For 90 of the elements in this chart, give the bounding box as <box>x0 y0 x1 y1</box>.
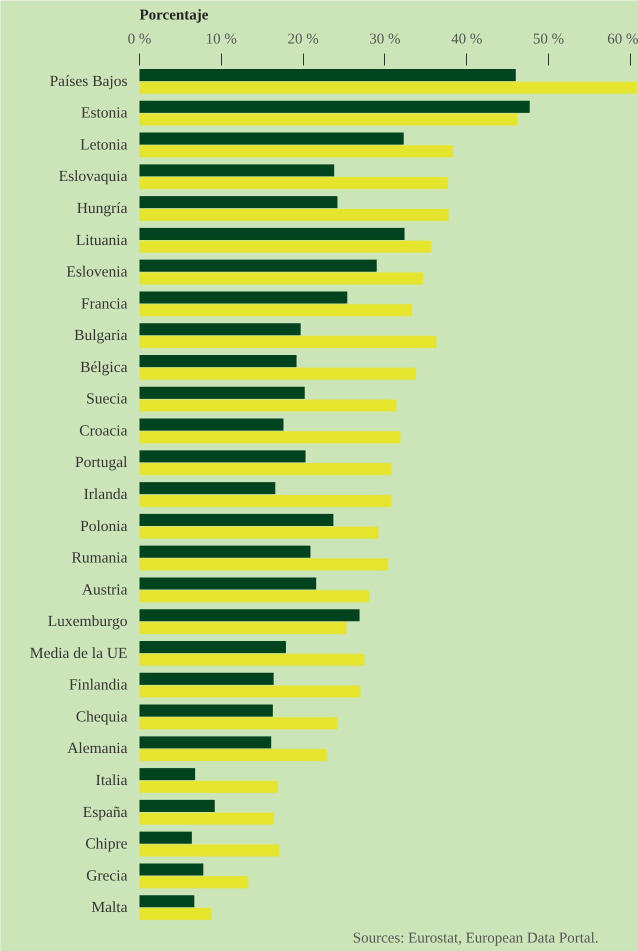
bar <box>140 208 449 221</box>
y-tick-label: Francia <box>81 295 128 312</box>
bar <box>140 654 364 666</box>
bar <box>140 609 360 622</box>
y-tick-label: Chipre <box>85 836 128 853</box>
bar <box>140 291 348 304</box>
y-tick-label: Hungría <box>76 200 128 217</box>
bar <box>140 399 396 412</box>
y-tick-label: Polonia <box>80 518 128 535</box>
bar <box>140 876 248 888</box>
bar <box>140 546 310 558</box>
bar <box>140 336 436 348</box>
bar <box>140 717 338 730</box>
bar <box>140 736 272 748</box>
bar <box>140 768 196 780</box>
bar <box>140 463 392 476</box>
source-note: Sources: Eurostat, European Data Portal. <box>352 930 598 946</box>
x-tick-label: 50 % <box>532 32 564 48</box>
x-tick-label: 20 % <box>287 32 319 48</box>
y-tick-label: Lituania <box>76 232 128 249</box>
y-tick-label: Chequia <box>76 708 128 726</box>
y-tick-label: Malta <box>91 899 128 916</box>
x-tick-label: 60 % <box>607 32 638 48</box>
bar <box>140 164 334 176</box>
y-tick-label: Bulgaria <box>74 327 128 344</box>
bar <box>140 386 305 399</box>
bar <box>140 908 212 920</box>
bar <box>140 558 388 570</box>
y-tick-label: Finlandia <box>68 676 128 694</box>
y-tick-label: Eslovaquia <box>58 168 128 186</box>
bar <box>140 514 334 526</box>
bar <box>140 431 400 444</box>
bar <box>140 450 306 462</box>
bar <box>140 672 274 685</box>
y-tick-label: Alemania <box>67 740 128 758</box>
y-tick-label: Luxemburgo <box>48 613 128 630</box>
y-tick-label: España <box>82 804 128 821</box>
bar <box>140 304 412 316</box>
x-tick-label: 40 % <box>451 32 482 48</box>
bar <box>140 196 338 208</box>
y-tick-label: Portugal <box>74 454 128 472</box>
y-tick-label: Bélgica <box>80 358 128 376</box>
bar <box>140 895 194 908</box>
bar <box>140 622 346 634</box>
y-tick-label: Suecia <box>86 390 128 408</box>
bar <box>140 812 274 825</box>
bar <box>140 240 432 253</box>
bar <box>140 272 424 284</box>
y-tick-label: Media de la UE <box>30 644 128 662</box>
y-tick-label: Grecia <box>86 867 128 884</box>
bar <box>140 68 516 82</box>
y-tick-label: Croacia <box>79 422 128 440</box>
x-axis-title: Porcentaje <box>140 8 209 24</box>
bar <box>140 482 276 494</box>
bar <box>140 145 453 158</box>
bar <box>140 494 392 507</box>
bar <box>140 526 378 539</box>
bar <box>140 354 297 368</box>
bar <box>140 100 530 113</box>
bar <box>140 800 215 812</box>
bar <box>140 863 204 876</box>
bar <box>140 323 301 336</box>
bar <box>140 113 518 126</box>
y-tick-label: Letonia <box>80 136 128 154</box>
bar <box>140 685 360 698</box>
y-tick-label: Estonia <box>81 104 128 122</box>
bar <box>140 832 192 844</box>
x-tick-label: 10 % <box>206 32 237 48</box>
bar <box>140 418 284 431</box>
y-tick-label: Eslovenia <box>66 264 128 281</box>
bar <box>140 844 280 856</box>
bar <box>140 260 377 272</box>
bar <box>140 82 637 94</box>
bar <box>140 368 416 380</box>
bar <box>140 132 404 145</box>
y-tick-label: Austria <box>82 581 128 598</box>
bar <box>140 749 327 762</box>
x-tick-label: 30 % <box>369 32 401 48</box>
bar <box>140 228 405 240</box>
y-tick-label: Italia <box>96 772 128 789</box>
x-tick-label: 0 % <box>128 32 152 48</box>
bar <box>140 640 286 654</box>
y-tick-label: Rumania <box>72 550 128 567</box>
bar <box>140 577 316 590</box>
bar <box>140 704 273 717</box>
y-tick-label: Irlanda <box>84 486 128 503</box>
y-tick-label: Países Bajos <box>50 72 128 90</box>
bar <box>140 590 370 602</box>
bar <box>140 780 278 793</box>
bar <box>140 177 448 190</box>
